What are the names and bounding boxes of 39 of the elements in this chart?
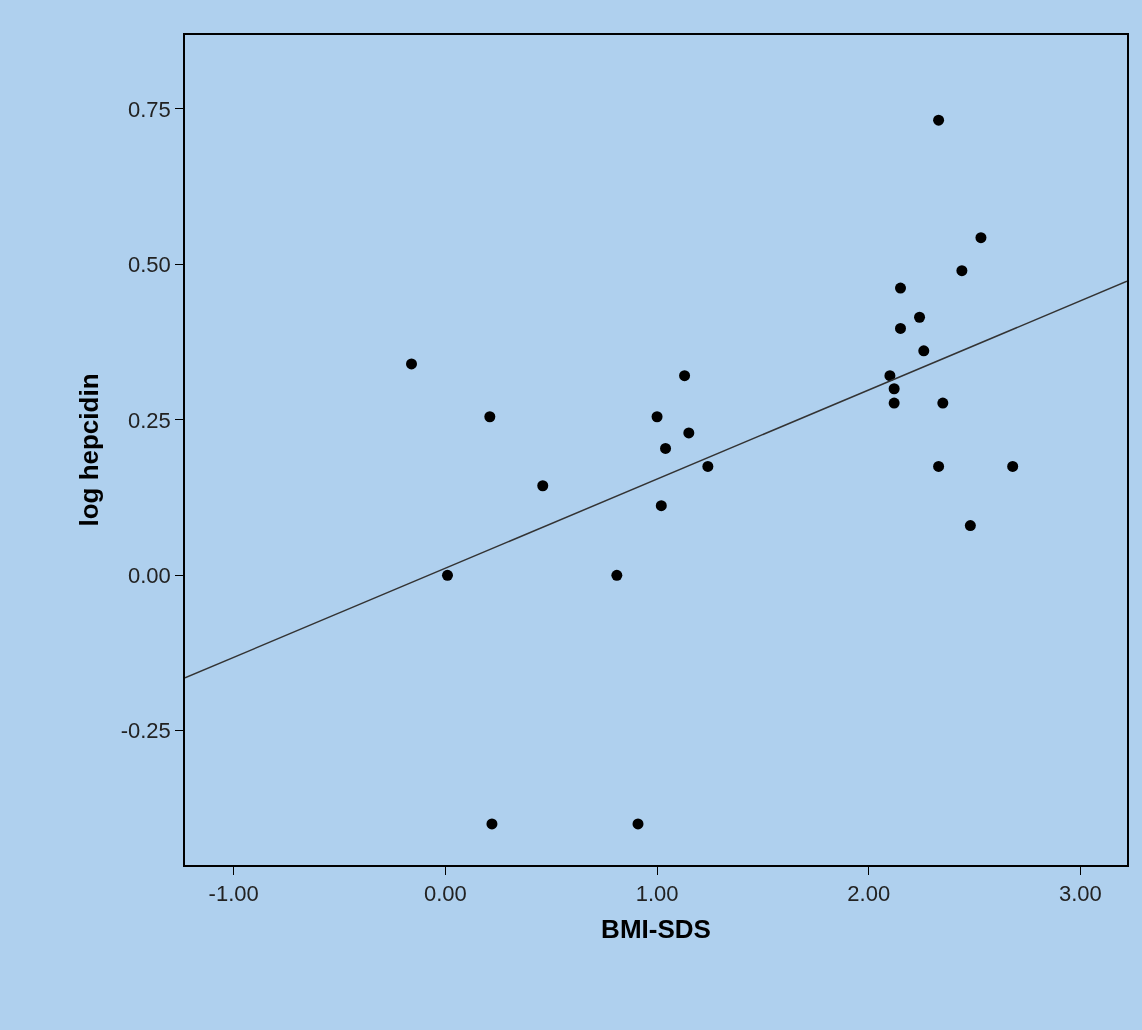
point [406,358,417,370]
point [679,370,691,382]
point [956,265,968,277]
point [895,322,906,334]
x-tick-label: -1.00 [208,881,259,907]
x-tick-label: 3.00 [1059,881,1102,907]
point [933,460,945,472]
x-tick-label: 1.00 [635,881,679,907]
point [888,397,900,409]
point [884,370,896,382]
point [964,520,976,532]
y-tick-label: 0.25 [128,407,171,433]
x-axis-title: BMI-SDS [601,914,711,945]
point [632,818,644,830]
point [611,569,623,581]
point [660,442,672,454]
point [683,427,695,439]
point [655,500,667,512]
point [895,282,906,294]
x-tick-label: 0.00 [423,881,467,907]
point [1007,460,1019,472]
point [933,114,945,126]
point [486,818,498,830]
point [937,397,949,409]
y-tick-label: 0.50 [128,252,171,278]
point [651,411,663,423]
point [914,311,926,323]
point [441,569,453,581]
point [888,383,900,395]
point [537,480,549,492]
x-tick-label: 2.00 [847,881,891,907]
y-tick-label: 0.75 [128,96,171,122]
y-tick-label: -0.25 [120,718,171,744]
point [484,411,496,423]
point [918,345,930,357]
y-axis-title: log hepcidin [73,373,104,527]
point [702,460,714,472]
point [975,232,987,244]
y-tick-label: 0.00 [128,562,171,588]
